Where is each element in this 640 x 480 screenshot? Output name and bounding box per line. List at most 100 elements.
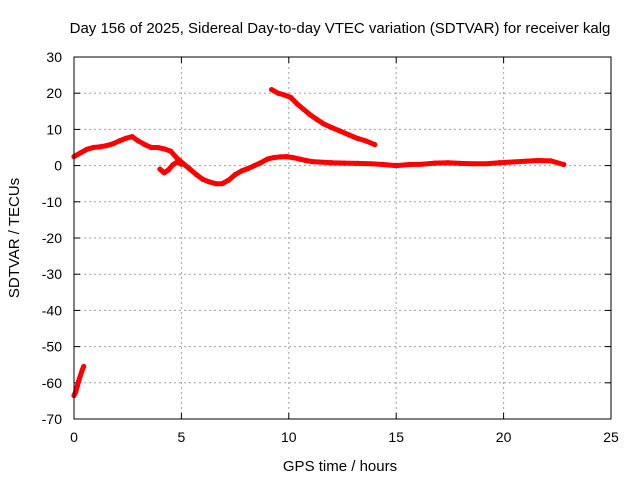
data-point (135, 138, 141, 144)
data-point (170, 162, 176, 168)
data-point (116, 138, 122, 144)
data-point (168, 148, 174, 154)
data-point (329, 160, 335, 166)
data-point (342, 160, 348, 166)
data-point (213, 181, 219, 187)
data-point (232, 172, 238, 178)
data-point (367, 161, 373, 167)
data-point (445, 160, 451, 166)
data-point (470, 161, 477, 167)
data-point (307, 112, 313, 118)
data-point (363, 138, 369, 144)
series-dip-segment (157, 159, 184, 176)
y-tick-label: -50 (42, 339, 62, 355)
data-point (316, 159, 322, 165)
data-point (372, 142, 378, 148)
x-tick-label: 0 (70, 429, 78, 445)
data-point (296, 156, 303, 162)
data-point (275, 90, 281, 96)
y-tick-label: -60 (42, 375, 62, 391)
data-point (103, 143, 109, 149)
data-point (458, 160, 464, 166)
data-point (509, 159, 515, 165)
data-point (76, 378, 82, 384)
ticks: 0 5 10 15 20 25 -70 -60 -50 -40 -30 -20 -10 0 10 20 30 (42, 49, 619, 445)
series-line (71, 134, 567, 187)
x-tick-label: 20 (496, 429, 512, 445)
data-point (269, 87, 275, 93)
data-point (483, 161, 489, 167)
data-point (284, 154, 290, 160)
data-point (245, 165, 251, 172)
data-point (393, 163, 399, 169)
data-point (419, 161, 425, 167)
data-point (206, 179, 212, 185)
data-point (277, 154, 283, 160)
data-point (142, 142, 148, 148)
data-point (226, 177, 232, 183)
y-tick-label: -10 (42, 194, 62, 210)
y-tick-label: -20 (42, 230, 62, 246)
data-point (148, 144, 154, 151)
data-point (77, 373, 83, 379)
data-point (294, 101, 300, 107)
series-main-trace (71, 134, 567, 187)
data-point (174, 155, 180, 161)
data-point (548, 158, 554, 164)
data-point (97, 144, 103, 150)
plot-frame (73, 56, 612, 420)
y-tick-label: -30 (42, 266, 62, 282)
data-point (535, 157, 541, 164)
series-upper-segment (269, 87, 378, 148)
data-point (258, 160, 264, 166)
data-point (161, 146, 167, 152)
y-axis-label: SDTVAR / TECUs (6, 178, 23, 298)
data-point (522, 158, 528, 164)
data-point (432, 160, 438, 166)
data-point (561, 161, 567, 168)
data-point (496, 160, 502, 166)
data-point (165, 167, 172, 173)
chart-title: Day 156 of 2025, Sidereal Day-to-day VTE… (70, 20, 611, 37)
data-point (354, 135, 361, 141)
data-point (123, 135, 129, 141)
data-point (90, 144, 96, 151)
data-point (178, 161, 184, 167)
y-tick-label: 30 (46, 49, 62, 65)
data-point (251, 163, 257, 169)
data-point (219, 181, 225, 187)
series-layer (71, 87, 567, 399)
data-point (264, 156, 270, 162)
data-point (77, 150, 83, 156)
data-point (74, 383, 80, 389)
series-line (269, 87, 378, 148)
data-point (157, 166, 163, 172)
x-tick-label: 15 (388, 429, 404, 445)
data-point (346, 132, 352, 138)
data-point (193, 172, 199, 178)
data-point (281, 92, 288, 98)
data-point (161, 170, 167, 176)
x-tick-label: 10 (281, 429, 297, 445)
data-point (320, 121, 326, 127)
data-point (329, 125, 335, 131)
data-point (288, 94, 294, 101)
y-tick-label: -70 (42, 411, 62, 427)
data-point (309, 159, 315, 165)
data-point (84, 146, 90, 152)
y-tick-label: -40 (42, 302, 62, 318)
y-tick-label: 10 (46, 121, 62, 137)
data-point (238, 168, 245, 174)
data-point (271, 155, 277, 161)
data-point (155, 144, 161, 151)
x-axis-label: GPS time / hours (283, 458, 397, 475)
y-tick-label: 20 (46, 85, 62, 101)
data-point (110, 141, 116, 147)
data-point (354, 160, 361, 166)
data-point (129, 134, 135, 140)
data-point (406, 161, 412, 168)
data-point (314, 116, 320, 122)
data-point (301, 106, 307, 113)
grid (74, 57, 611, 419)
